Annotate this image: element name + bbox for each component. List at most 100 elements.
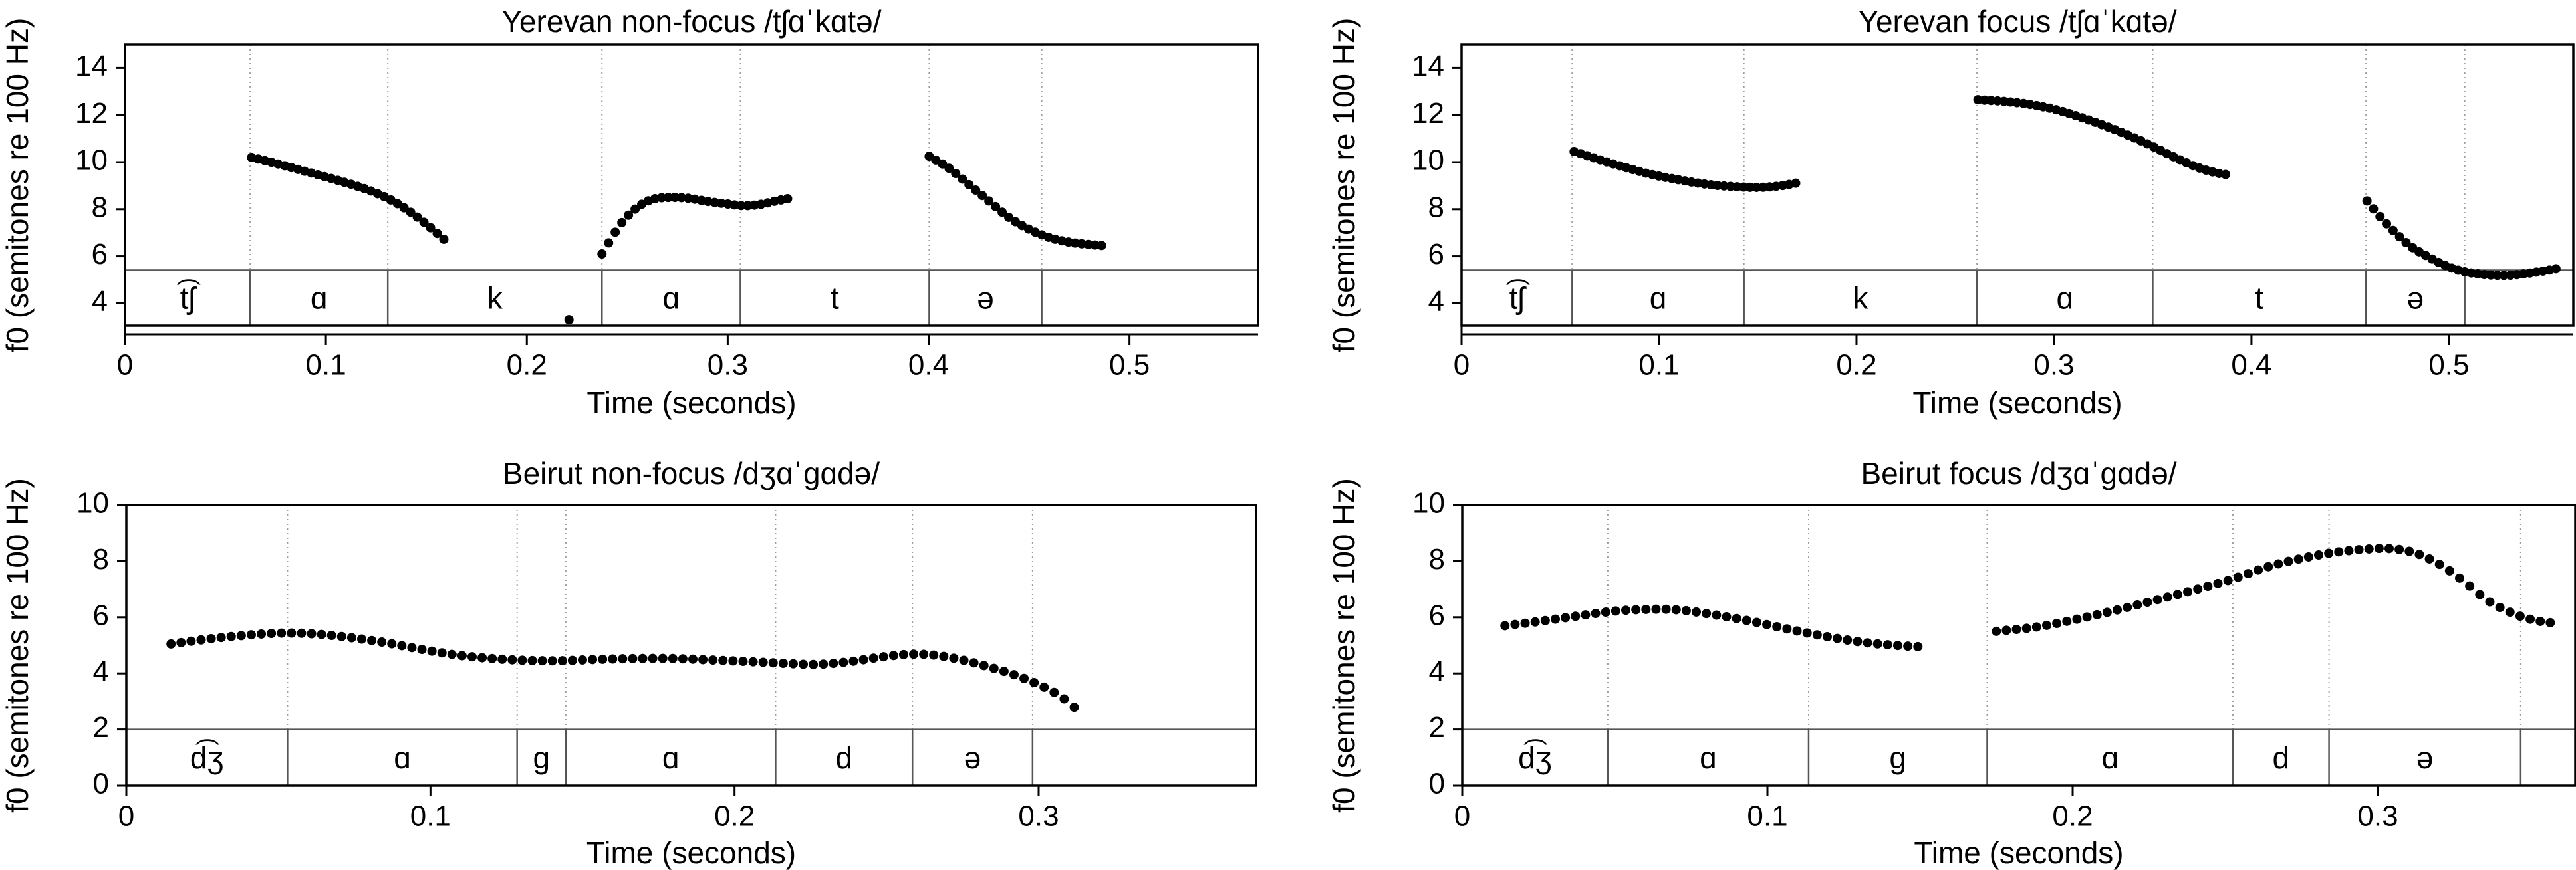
segment-label: g bbox=[533, 740, 550, 775]
chart-beirut-nonfocus: 0 0.1 0.2 0.3 0 2 4 6 8 10 d͡ʒ ɑ g ɑ d ə Beirut non-focu… bbox=[0, 456, 1257, 870]
f0-dot bbox=[748, 657, 758, 667]
f0-dot bbox=[939, 651, 949, 661]
f0-dot bbox=[2388, 225, 2398, 235]
f0-dot bbox=[2455, 573, 2465, 583]
x-tick-label: 0.4 bbox=[908, 349, 949, 381]
f0-dot bbox=[1500, 621, 1510, 631]
f0-dot bbox=[630, 204, 640, 214]
f0-dot bbox=[1992, 626, 2001, 636]
y-axis-label: f0 (semitones re 100 Hz) bbox=[0, 18, 35, 353]
f0-dot bbox=[1741, 615, 1751, 625]
f0-dot bbox=[2052, 618, 2062, 628]
f0-dot bbox=[186, 636, 196, 646]
f0-dot bbox=[2525, 614, 2535, 624]
f0-dot bbox=[2375, 211, 2385, 221]
segment-label: d bbox=[836, 740, 853, 775]
f0-dot bbox=[1096, 241, 1106, 251]
f0-dot bbox=[547, 656, 557, 666]
f0-dot bbox=[959, 655, 969, 665]
f0-dot bbox=[2475, 590, 2485, 599]
f0-dot bbox=[878, 652, 888, 662]
f0-dot bbox=[1520, 618, 1530, 628]
segment-label: ɑ bbox=[662, 740, 680, 775]
x-tick-label: 0.3 bbox=[2033, 349, 2074, 381]
y-tick-label: 8 bbox=[1428, 191, 1444, 223]
f0-dot bbox=[2313, 550, 2323, 560]
f0-dot bbox=[984, 196, 994, 206]
y-tick-label: 4 bbox=[1429, 655, 1445, 688]
f0-dot bbox=[1059, 694, 1069, 704]
f0-dot bbox=[1692, 607, 1702, 617]
f0-dot bbox=[1009, 670, 1019, 680]
f0-dot bbox=[2062, 616, 2072, 626]
f0-dot bbox=[307, 629, 317, 639]
x-axis-label: Time (seconds) bbox=[1914, 835, 2123, 870]
f0-dot bbox=[624, 210, 634, 220]
segment-label: ɑ bbox=[2056, 280, 2073, 315]
f0-dot bbox=[257, 629, 267, 639]
f0-dot bbox=[2172, 590, 2182, 599]
chart-yerevan-focus: 0 0.1 0.2 0.3 0.4 0.5 4 6 8 10 12 14 t͡ʃ ɑ k ɑ t ə Yerevan… bbox=[1327, 4, 2575, 420]
segment-label: ə bbox=[977, 280, 994, 315]
f0-dot bbox=[567, 655, 577, 665]
f0-dot bbox=[367, 635, 377, 645]
x-tick-label: 0.5 bbox=[1109, 349, 1150, 381]
segment-label: d͡ʒ bbox=[190, 739, 224, 775]
x-tick-label: 0.3 bbox=[708, 349, 748, 381]
f0-dot bbox=[1540, 615, 1550, 625]
f0-dot bbox=[971, 185, 981, 195]
f0-dot bbox=[999, 667, 1009, 677]
f0-dot bbox=[2324, 548, 2334, 558]
x-tick-label: 0.2 bbox=[507, 349, 547, 381]
f0-dot bbox=[1853, 637, 1863, 647]
f0-dot bbox=[1745, 182, 1755, 192]
plot-frame bbox=[124, 43, 1259, 327]
y-tick-label: 2 bbox=[1429, 711, 1445, 744]
panel-yerevan-focus: 0 0.1 0.2 0.3 0.4 0.5 4 6 8 10 12 14 t͡ʃ ɑ k ɑ t ə Yerevan… bbox=[1288, 0, 2576, 435]
f0-dot bbox=[618, 654, 628, 664]
f0-dot bbox=[678, 654, 688, 664]
f0-dot bbox=[537, 656, 547, 666]
segment-label: t͡ʃ bbox=[1506, 280, 1530, 316]
f0-dot bbox=[1671, 605, 1681, 615]
segment-label: t bbox=[831, 280, 839, 315]
f0-dot bbox=[1872, 639, 1882, 649]
f0-dot bbox=[2364, 544, 2374, 554]
f0-dot bbox=[427, 646, 437, 656]
f0-dot bbox=[1722, 612, 1732, 622]
f0-dot bbox=[564, 315, 574, 325]
f0-dot bbox=[399, 203, 409, 213]
y-tick-label: 14 bbox=[75, 50, 108, 82]
f0-dot bbox=[2303, 552, 2313, 562]
f0-dot bbox=[1510, 619, 1520, 629]
f0-dot bbox=[1039, 682, 1049, 692]
f0-dot bbox=[944, 163, 954, 173]
f0-dot bbox=[578, 655, 588, 665]
segment-label: ɑ bbox=[1700, 740, 1717, 775]
f0-dot bbox=[356, 634, 366, 644]
y-tick-label: 6 bbox=[1428, 238, 1444, 271]
f0-dot bbox=[2374, 544, 2384, 554]
f0-dot bbox=[656, 193, 666, 203]
f0-dot bbox=[1791, 178, 1801, 188]
segment-label: ə bbox=[2416, 740, 2434, 775]
f0-dot bbox=[2113, 605, 2123, 615]
y-axis-label: f0 (semitones re 100 Hz) bbox=[1327, 18, 1361, 353]
segment-label: d͡ʒ bbox=[1518, 739, 1552, 775]
x-tick-label: 0.1 bbox=[1638, 349, 1679, 381]
f0-dot bbox=[557, 656, 567, 666]
f0-dot bbox=[1029, 677, 1039, 687]
segment-label: k bbox=[487, 280, 503, 315]
f0-dot bbox=[1822, 632, 1832, 642]
f0-dot bbox=[2444, 566, 2454, 576]
f0-dot bbox=[997, 207, 1007, 217]
f0-dot bbox=[1591, 609, 1601, 619]
f0-dot bbox=[317, 629, 326, 639]
f0-dot bbox=[1913, 641, 1923, 651]
f0-dot bbox=[2223, 576, 2233, 586]
f0-dot bbox=[2203, 582, 2213, 592]
f0-dot bbox=[1893, 641, 1903, 651]
f0-dot bbox=[1069, 703, 1079, 712]
f0-dot bbox=[267, 629, 277, 639]
